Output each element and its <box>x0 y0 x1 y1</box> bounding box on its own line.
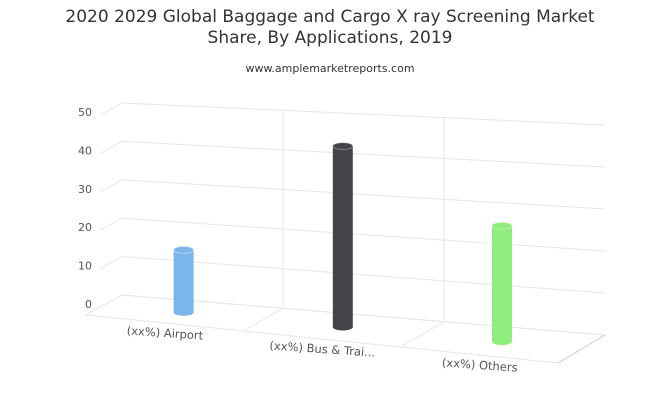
y-tick-label: 0 <box>85 298 92 311</box>
bar-body <box>492 225 512 346</box>
y-tick-label: 10 <box>78 260 92 273</box>
grid-line-vertical <box>243 110 284 332</box>
bar-body <box>173 249 194 316</box>
y-tick-label: 30 <box>78 183 92 196</box>
x-tick-label: (xx%) Airport <box>126 323 204 342</box>
grid-line-vertical <box>400 117 445 348</box>
bar-top <box>173 245 195 254</box>
grid-line <box>100 102 606 126</box>
axis-line <box>557 334 606 364</box>
x-tick-label: (xx%) Bus & Trai... <box>269 338 376 359</box>
chart-title: 2020 2029 Global Baggage and Cargo X ray… <box>65 7 594 48</box>
chart-subtitle: www.amplemarketreports.com <box>245 62 414 75</box>
x-tick-label: (xx%) Others <box>441 355 518 374</box>
y-tick-label: 40 <box>78 144 92 157</box>
y-tick-label: 20 <box>78 221 92 234</box>
bar-top <box>491 221 513 230</box>
y-tick-label: 50 <box>78 106 92 119</box>
bar-top <box>332 142 354 151</box>
bar-body <box>332 146 353 331</box>
